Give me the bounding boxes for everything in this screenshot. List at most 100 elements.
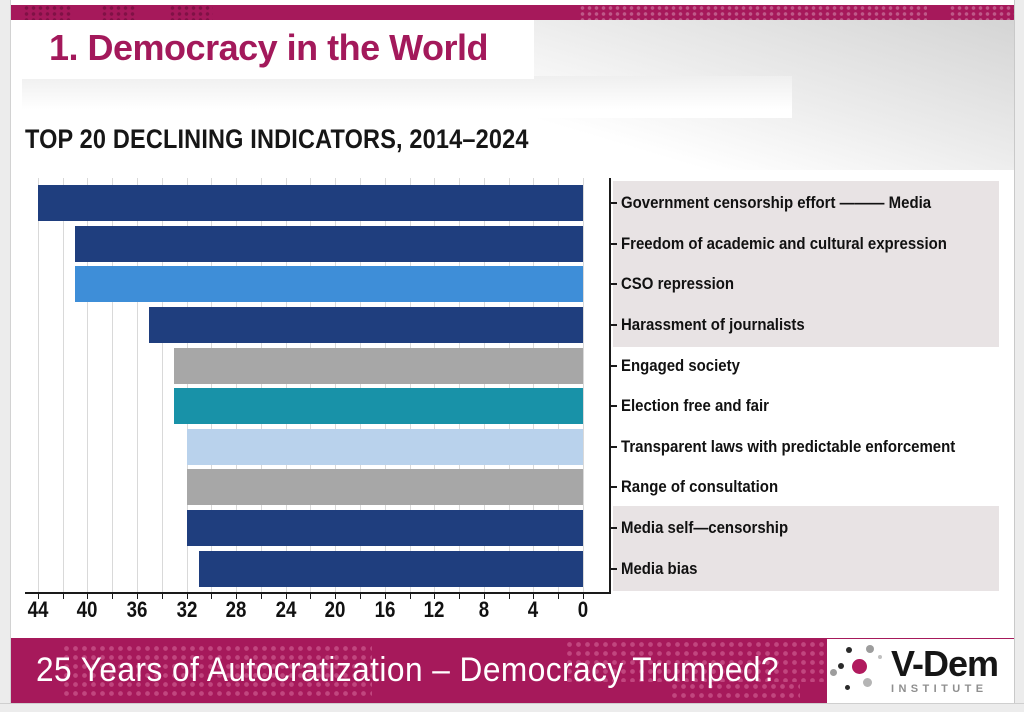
bar (186, 510, 583, 547)
axis-tick-label: 8 (478, 597, 490, 622)
category-label: Media bias (621, 558, 698, 578)
category-tick (611, 405, 617, 408)
gridline (409, 178, 411, 592)
axis-minor-tick (434, 594, 436, 599)
bar-chart-plot-area (25, 178, 609, 599)
category-tick (611, 445, 617, 448)
axis-tick-label: 28 (225, 597, 247, 622)
axis-minor-tick (310, 594, 312, 599)
page-edge-bottom (0, 703, 1024, 712)
bar (75, 266, 583, 303)
axis-tick-label: 16 (374, 597, 396, 622)
gridline (236, 178, 238, 592)
top-accent-bar (11, 5, 1018, 20)
axis-minor-tick (260, 594, 262, 599)
axis-minor-tick (112, 594, 114, 599)
axis-tick-label: 44 (27, 597, 49, 622)
topbar-dots-pattern (579, 5, 927, 20)
page-edge-left (0, 0, 11, 712)
bar (186, 428, 583, 465)
bar (174, 388, 583, 425)
category-labels-area: Government censorship effort ——— Media Fr… (609, 178, 1024, 594)
axis-minor-tick (62, 594, 64, 599)
vdem-logo-dot-icon (830, 669, 837, 676)
axis-minor-tick (508, 594, 510, 599)
label-highlight-band (613, 506, 999, 591)
gridline (533, 178, 535, 592)
axis-minor-tick (236, 594, 238, 599)
axis-minor-tick (483, 594, 485, 599)
category-tick (611, 283, 617, 286)
axis-tick-label: 12 (423, 597, 445, 622)
category-tick (611, 242, 617, 245)
axis-minor-tick (285, 594, 287, 599)
axis-minor-tick (211, 594, 213, 599)
gridline (161, 178, 163, 592)
topbar-dots-pattern (169, 5, 213, 20)
footer-title: 25 Years of Autocratization – Democracy … (36, 651, 779, 689)
gridline (508, 178, 510, 592)
bar (186, 469, 583, 506)
category-label: CSO repression (621, 274, 735, 294)
label-highlight-band (613, 181, 999, 347)
category-label: Media self—censorship (621, 518, 789, 538)
footer-worldmap-dots (670, 682, 800, 702)
gridline (37, 178, 39, 592)
vdem-logo-subtitle: INSTITUTE (891, 683, 988, 695)
vdem-logo-dot-icon (878, 655, 882, 659)
axis-minor-tick (384, 594, 386, 599)
axis-tick-label: 40 (76, 597, 98, 622)
axis-minor-tick (459, 594, 461, 599)
bar (37, 185, 583, 221)
gridline (359, 178, 361, 592)
axis-minor-tick (37, 594, 39, 599)
vdem-logo: V-Dem INSTITUTE (827, 639, 1015, 703)
topbar-dots-pattern (949, 5, 1018, 20)
topbar-dots-pattern (23, 5, 71, 20)
title-underglow-decoration (22, 76, 792, 118)
page-edge-right (1014, 0, 1024, 712)
title-box: 1. Democracy in the World (22, 19, 534, 79)
bar (198, 550, 583, 587)
gridline (384, 178, 386, 592)
bar (174, 347, 583, 384)
gridline (112, 178, 114, 592)
category-tick (611, 364, 617, 367)
category-label: Freedom of academic and cultural express… (621, 233, 947, 253)
axis-tick-label: 36 (126, 597, 148, 622)
vdem-logo-dot-icon (852, 659, 867, 674)
gridline (136, 178, 138, 592)
category-label: Election free and fair (621, 396, 769, 416)
vdem-logo-dot-icon (845, 685, 850, 690)
gridline (62, 178, 64, 592)
axis-minor-tick (87, 594, 89, 599)
axis-tick-label: 20 (324, 597, 346, 622)
category-label: Government censorship effort ——— Media (621, 193, 932, 212)
axis-minor-tick (136, 594, 138, 599)
gridline (335, 178, 337, 592)
gridline (558, 178, 560, 592)
category-tick (611, 527, 617, 530)
category-label: Harassment of journalists (621, 314, 805, 334)
axis-tick-label: 4 (528, 597, 539, 622)
vdem-logo-dot-icon (866, 645, 874, 653)
axis-minor-tick (161, 594, 163, 599)
gridline (211, 178, 213, 592)
category-label: Range of consultation (621, 477, 779, 497)
slide-title: 1. Democracy in the World (49, 27, 488, 68)
bar (75, 225, 583, 262)
axis-minor-tick (409, 594, 411, 599)
gridline (459, 178, 461, 592)
axis-minor-tick (533, 594, 535, 599)
category-tick (611, 567, 617, 570)
axis-minor-tick (335, 594, 337, 599)
axis-minor-tick (583, 594, 584, 599)
gridline (87, 178, 89, 592)
gridline (310, 178, 312, 592)
vdem-logo-dot-icon (846, 647, 852, 653)
axis-tick-label: 24 (275, 597, 297, 622)
topbar-dots-pattern (101, 5, 135, 20)
vdem-logo-wordmark: V-Dem (891, 643, 999, 684)
category-tick (611, 323, 617, 326)
